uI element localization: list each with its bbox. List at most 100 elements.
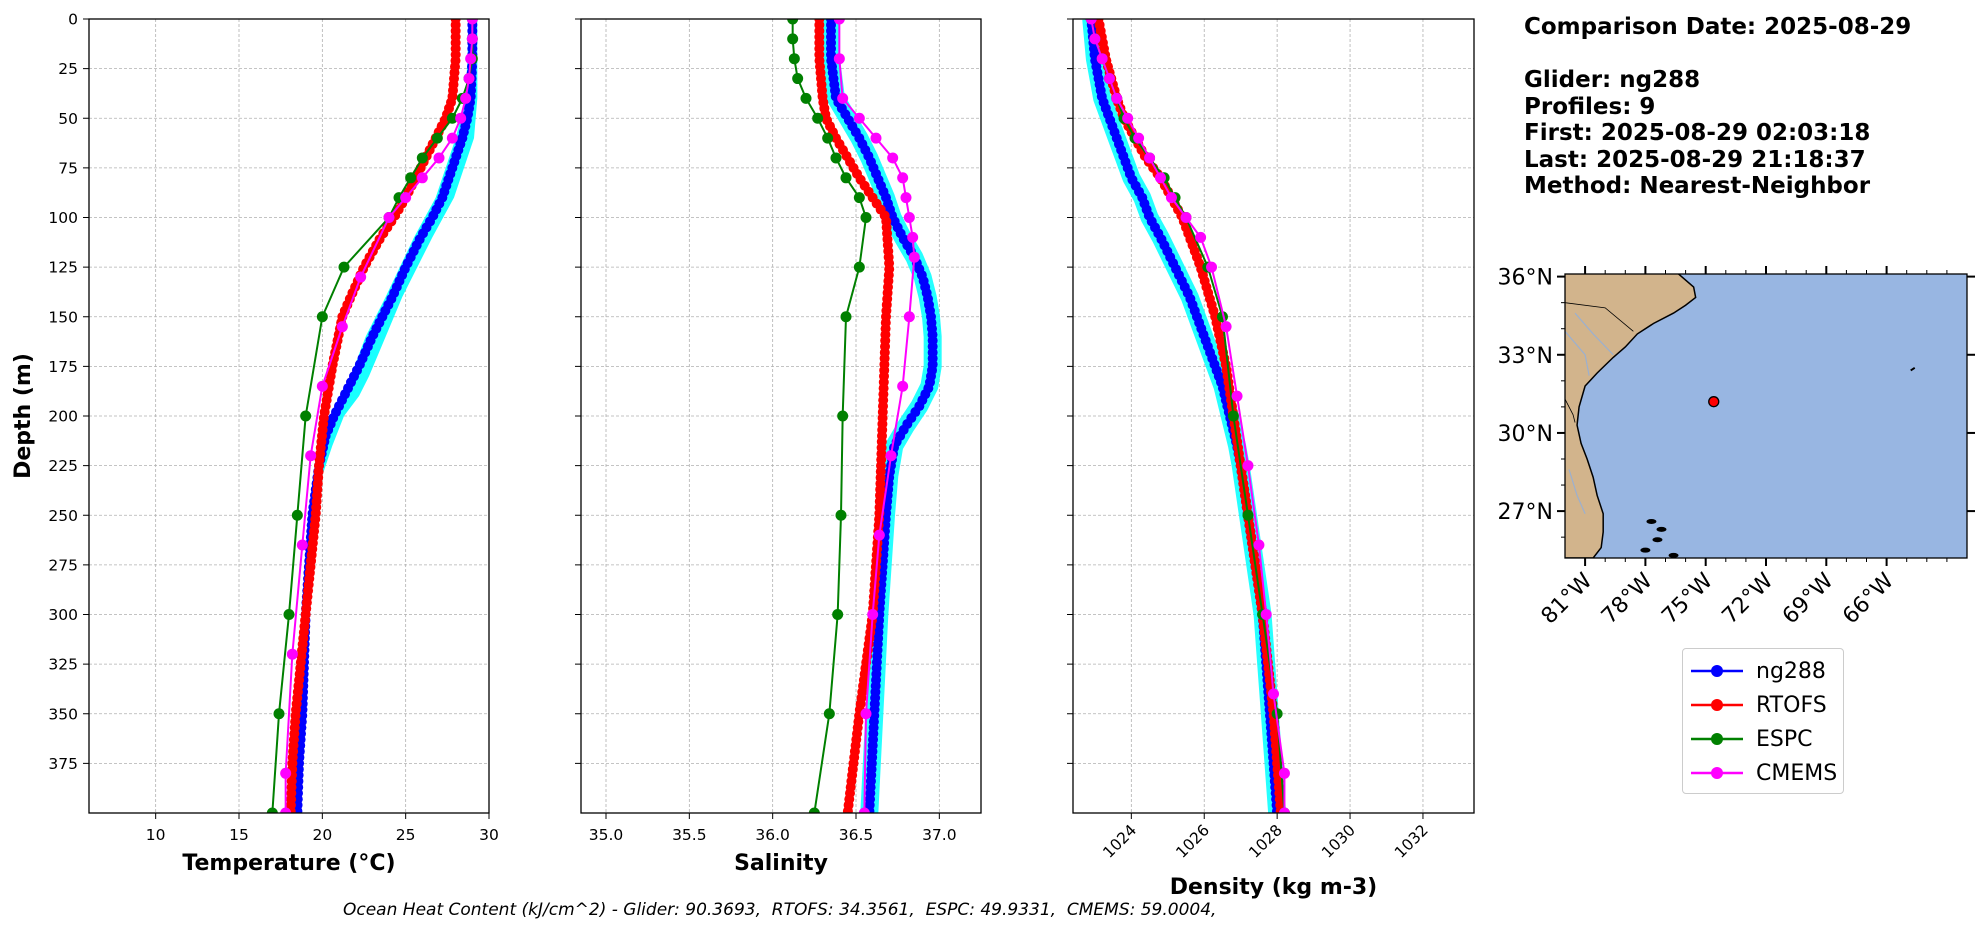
series-point-espc [835, 509, 847, 521]
panel-salinity: 35.0 35.5 36.0 36.5 37.0 Salinity [575, 18, 982, 876]
x-tick-label: 25 [396, 826, 416, 844]
series-point-espc [788, 53, 800, 65]
y-tick-label: 375 [48, 755, 78, 773]
y-tick-label: 225 [48, 457, 78, 475]
series-point-espc [812, 112, 824, 124]
state-border [1565, 398, 1576, 423]
series-point-cmems [897, 380, 909, 392]
x-tick-label: 1024 [1100, 821, 1141, 862]
series-point-cmems [446, 132, 458, 144]
series-point-espc [853, 261, 865, 273]
series-point-cmems [897, 172, 909, 184]
legend-label: RTOFS [1756, 693, 1827, 718]
y-tick-label: 175 [48, 358, 78, 376]
series-point-cmems [1268, 688, 1279, 700]
y-tick-label: 275 [48, 556, 78, 574]
series-point-cmems [1206, 261, 1218, 273]
legend-marker [1711, 665, 1723, 677]
series-point-cmems [1165, 192, 1177, 204]
lat-tick-label: 27°N [1498, 500, 1553, 525]
series-point-cmems [900, 192, 912, 204]
x-tick-label: 1030 [1318, 821, 1359, 862]
series-point-espc [787, 33, 799, 45]
series-point-cmems [465, 53, 477, 65]
river [1565, 330, 1590, 376]
series-point-cmems [1278, 807, 1290, 813]
series-point-espc [416, 152, 428, 164]
island [1646, 519, 1657, 525]
y-tick-label: 250 [48, 507, 78, 525]
series-point-espc [431, 132, 443, 144]
y-tick-label: 50 [58, 110, 78, 128]
series-point-espc [832, 609, 844, 620]
series-point-cmems [455, 112, 467, 124]
river [1574, 312, 1614, 356]
series-point-cmems [908, 251, 920, 263]
lon-tick-label: 75°W [1657, 568, 1718, 629]
x-tick-label: 30 [479, 826, 499, 844]
island [1640, 547, 1651, 553]
series-point-cmems [887, 152, 899, 164]
series-point-cmems [1220, 321, 1232, 333]
series-point-espc [405, 172, 417, 184]
legend-marker [1711, 699, 1723, 711]
x-axis-label: Salinity [734, 851, 828, 876]
comparison-info: Comparison Date: 2025-08-29 Glider: ng28… [1524, 14, 1912, 199]
legend: ng288 RTOFS ESPC CMEMS [1682, 648, 1844, 794]
series-point-cmems [867, 609, 879, 620]
series-point-espc [338, 261, 350, 273]
series-point-cmems [1260, 609, 1272, 620]
series-point-cmems [1103, 73, 1115, 85]
series-point-espc [840, 311, 852, 323]
y-tick-label: 200 [48, 408, 78, 426]
y-tick-label: 325 [48, 656, 78, 674]
series-point-cmems [860, 708, 872, 720]
island [1668, 552, 1679, 558]
series-point-espc [446, 112, 458, 124]
x-tick-label: 1028 [1245, 821, 1286, 862]
series-point-espc [266, 807, 278, 813]
legend-item-ng288: ng288 [1683, 656, 1843, 686]
map-area [1565, 274, 1967, 558]
glider-location-marker [1708, 396, 1720, 408]
y-tick-label: 350 [48, 705, 78, 723]
series-point-cmems [383, 212, 395, 223]
x-tick-label: 36.5 [839, 826, 874, 844]
series-point-espc [283, 609, 295, 620]
legend-item-espc: ESPC [1683, 724, 1843, 754]
legend-item-cmems: CMEMS [1683, 758, 1843, 788]
series-point-cmems [433, 152, 445, 164]
lat-tick-label: 36°N [1498, 266, 1553, 291]
series-point-cmems [1122, 112, 1134, 124]
series-point-cmems [460, 92, 472, 104]
series-point-cmems [870, 132, 882, 144]
series-point-cmems [1133, 132, 1145, 144]
y-tick-label: 300 [48, 606, 78, 624]
y-tick-label: 125 [48, 259, 78, 277]
legend-label: ng288 [1756, 659, 1826, 684]
series-point-cmems [1096, 53, 1108, 65]
series-point-cmems [416, 172, 428, 184]
series-point-rtofs [842, 806, 853, 813]
legend-marker [1711, 767, 1723, 779]
x-tick-label: 37.0 [922, 826, 957, 844]
lon-tick-label: 81°W [1537, 568, 1598, 629]
series-point-espc [273, 708, 285, 720]
series-point-espc [787, 19, 799, 25]
series-point-cmems [400, 192, 412, 204]
plot-area [787, 19, 942, 813]
x-tick-label: 35.0 [589, 826, 624, 844]
series-point-espc [300, 410, 312, 422]
legend-label: CMEMS [1756, 761, 1838, 786]
river [1568, 469, 1586, 514]
x-tick-label: 36.0 [755, 826, 790, 844]
series-point-espc [1242, 509, 1254, 521]
series-point-cmems [858, 807, 870, 813]
legend-swatch [1691, 699, 1743, 711]
x-tick-label: 10 [146, 826, 166, 844]
x-tick-label: 35.5 [672, 826, 707, 844]
legend-item-rtofs: RTOFS [1683, 690, 1843, 720]
panel-density: 1024 1026 1028 1030 1032 Density (kg m-3) [1067, 18, 1475, 900]
series-point-espc [808, 807, 820, 813]
panel-temperature: 0 25 50 75 100 125 150 175 200 225 250 275 300 325 350… [11, 11, 499, 877]
